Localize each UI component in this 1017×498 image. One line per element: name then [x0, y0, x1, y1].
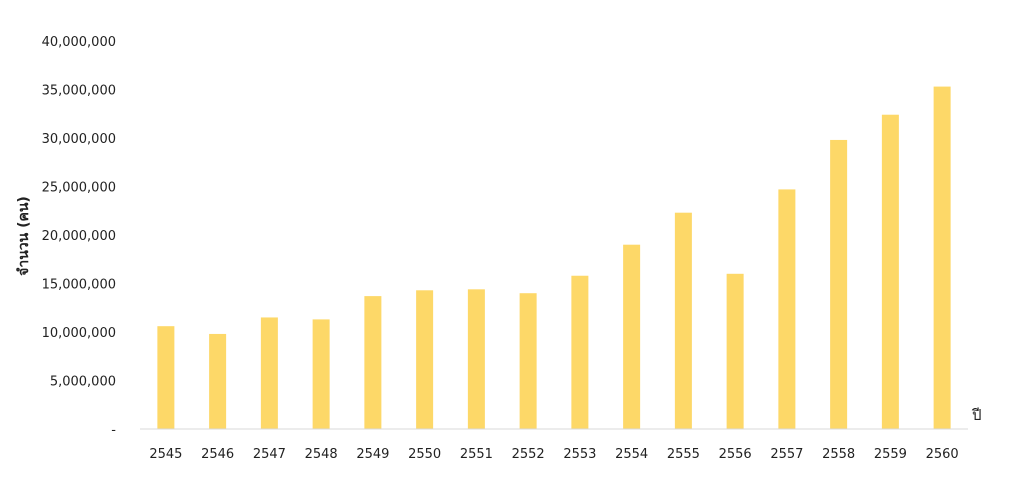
x-tick-label: 2545	[149, 447, 182, 462]
bar-2549	[364, 296, 382, 429]
y-tick-label: 40,000,000	[42, 35, 116, 50]
y-tick-label: 5,000,000	[50, 375, 116, 390]
y-tick-label: 15,000,000	[42, 278, 116, 293]
x-tick-label: 2550	[408, 447, 441, 462]
x-tick-label: 2557	[770, 447, 803, 462]
y-axis-title: จำนวน (คน)	[16, 196, 32, 276]
bar-2555	[674, 212, 692, 429]
x-tick-label: 2552	[512, 447, 545, 462]
x-axis-ticks: 2545 2546 2547 2548 2549 2550 2551 2552 2553 2554…	[149, 447, 958, 462]
x-tick-label: 2551	[460, 447, 493, 462]
x-tick-label: 2548	[305, 447, 338, 462]
bar-2556	[726, 273, 744, 429]
y-axis-ticks: - 5,000,000 10,000,000 15,000,000 20,000,000…	[42, 35, 117, 438]
y-tick-label: 35,000,000	[42, 84, 116, 99]
y-tick-label: 25,000,000	[42, 181, 116, 196]
x-tick-label: 2558	[822, 447, 855, 462]
y-tick-label: 20,000,000	[42, 229, 116, 244]
x-tick-label: 2555	[667, 447, 700, 462]
bar-2558	[830, 139, 848, 429]
x-tick-label: 2546	[201, 447, 234, 462]
bar-2550	[416, 290, 434, 429]
bar-2557	[778, 189, 796, 429]
bar-2559	[881, 114, 899, 429]
x-axis-unit: ปี	[971, 406, 981, 424]
bar-2547	[260, 317, 278, 429]
x-tick-label: 2547	[253, 447, 286, 462]
x-tick-label: 2553	[563, 447, 596, 462]
y-tick-label: -	[111, 423, 116, 438]
x-tick-label: 2556	[719, 447, 752, 462]
bar-2552	[519, 293, 537, 429]
x-tick-label: 2559	[874, 447, 907, 462]
bar-2560	[933, 86, 951, 429]
bars	[157, 86, 951, 429]
x-tick-label: 2554	[615, 447, 648, 462]
bar-2551	[467, 289, 485, 429]
bar-2554	[623, 244, 641, 429]
bar-2546	[209, 333, 227, 429]
bar-2553	[571, 275, 589, 429]
bar-2548	[312, 319, 330, 429]
y-tick-label: 30,000,000	[42, 132, 116, 147]
x-tick-label: 2549	[356, 447, 389, 462]
x-tick-label: 2560	[926, 447, 959, 462]
y-tick-label: 10,000,000	[42, 326, 116, 341]
bar-2545	[157, 326, 175, 429]
